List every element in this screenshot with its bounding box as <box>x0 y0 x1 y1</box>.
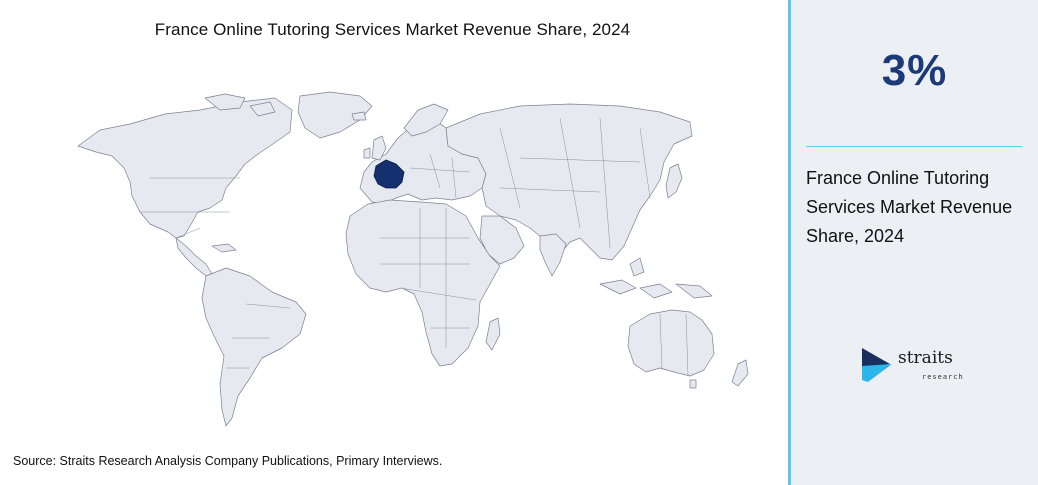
asia <box>445 103 693 261</box>
panel-divider <box>806 146 1022 147</box>
madagascar <box>485 317 501 351</box>
southeast-asia-islands <box>599 257 713 299</box>
arctic-islands <box>204 93 276 117</box>
new-zealand <box>689 359 749 389</box>
stat-panel: 3% France Online Tutoring Services Marke… <box>788 0 1038 485</box>
logo-mark-icon <box>862 348 892 382</box>
japan <box>665 163 683 199</box>
scandinavia <box>403 103 449 137</box>
north-america <box>77 97 293 239</box>
straits-logo: straits research <box>860 346 970 390</box>
iceland <box>351 111 367 121</box>
uk-ireland <box>363 135 387 161</box>
world-map <box>0 88 785 433</box>
source-label: Source <box>13 454 53 468</box>
chart-title: France Online Tutoring Services Market R… <box>154 20 631 39</box>
arabian-peninsula <box>479 215 525 265</box>
south-america <box>201 267 307 427</box>
greenland <box>297 91 373 139</box>
australia <box>627 309 715 377</box>
logo-subtext: research <box>922 373 964 381</box>
france-highlight <box>373 159 405 189</box>
country-borders <box>140 117 689 377</box>
stat-value: 3% <box>881 46 948 95</box>
panel-accent-line <box>788 0 791 485</box>
stat-description: France Online Tutoring Services Market R… <box>806 168 1013 246</box>
source-text: : Straits Research Analysis Company Publ… <box>52 454 443 468</box>
indian-subcontinent <box>539 233 567 277</box>
logo-wordmark: straits <box>898 348 953 368</box>
source-note: Source: Straits Research Analysis Compan… <box>13 454 442 468</box>
africa <box>345 199 501 367</box>
